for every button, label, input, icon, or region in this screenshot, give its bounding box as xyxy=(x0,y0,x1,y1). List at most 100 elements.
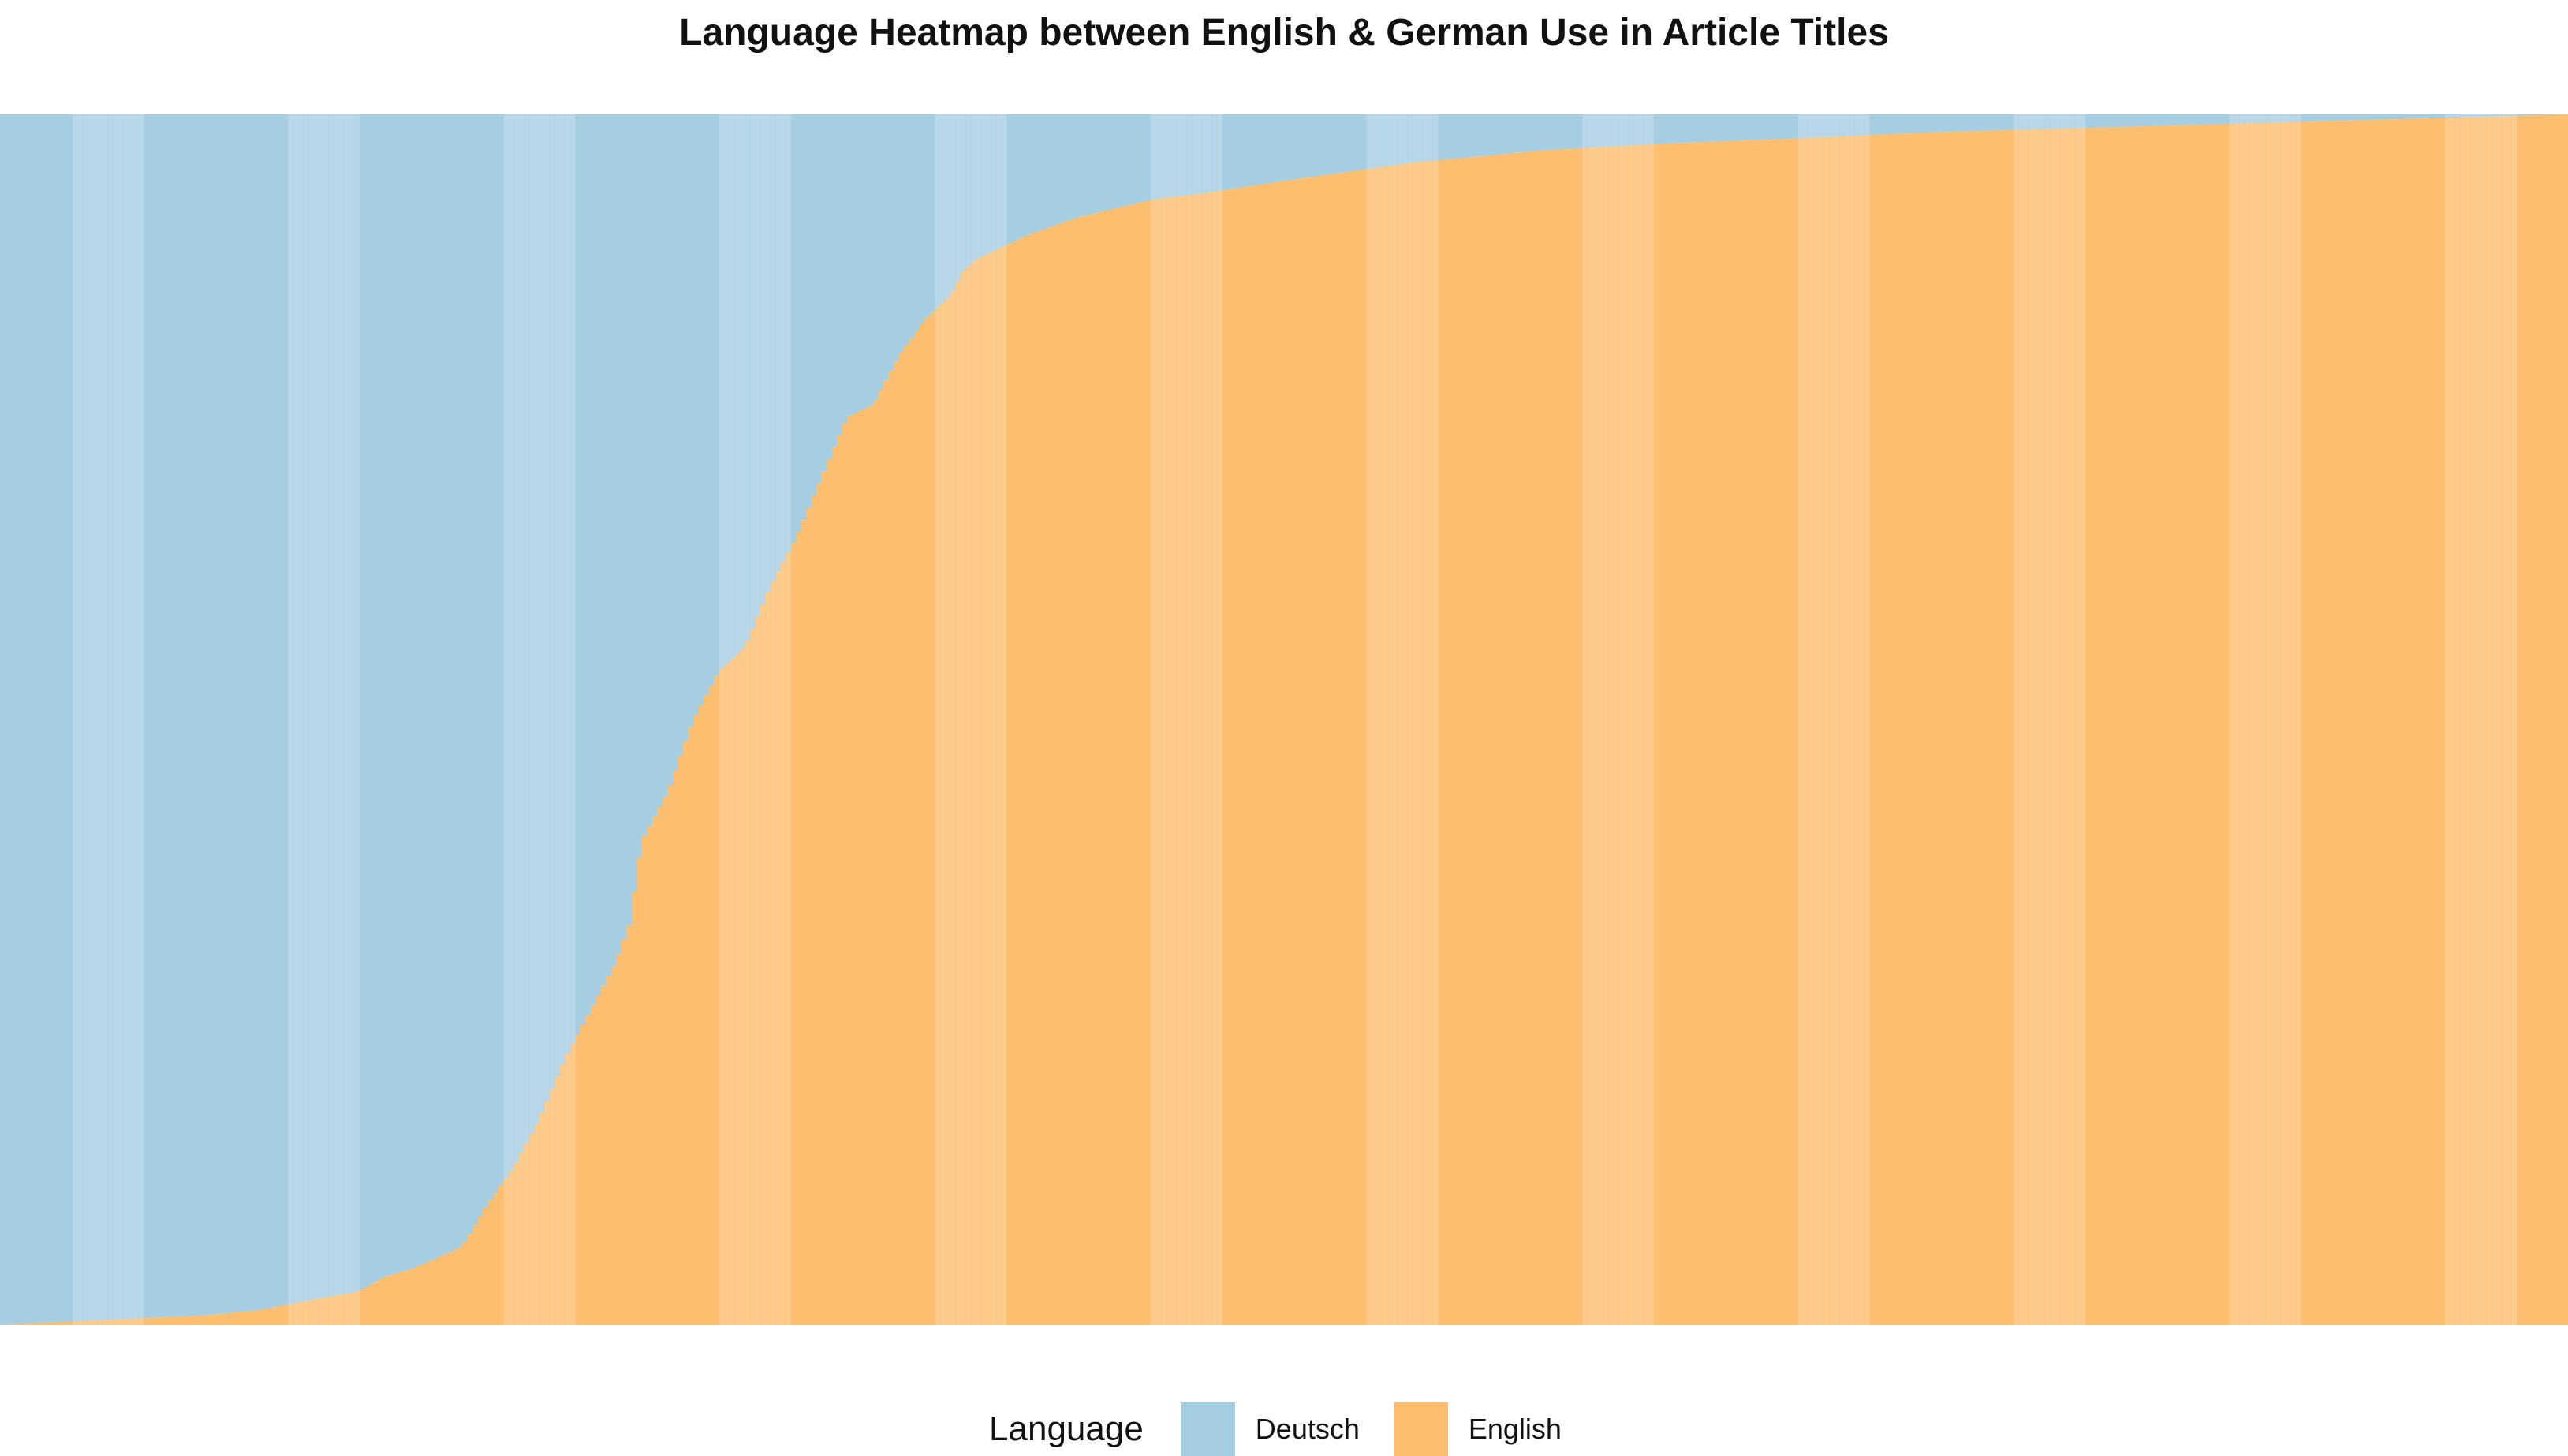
bar-deutsch xyxy=(467,114,473,1234)
bar-deutsch xyxy=(133,114,140,1319)
bar-deutsch xyxy=(1551,114,1557,151)
bar-deutsch xyxy=(2444,114,2450,118)
bar-english xyxy=(375,1281,381,1325)
bar-deutsch xyxy=(2470,114,2477,118)
bar-english xyxy=(1166,197,1172,1325)
bar-english xyxy=(2388,119,2394,1325)
bar-english xyxy=(1566,149,1573,1325)
bar-deutsch xyxy=(2203,114,2209,125)
bar-english xyxy=(446,1252,453,1325)
bar-deutsch xyxy=(683,114,689,742)
bar-deutsch xyxy=(1381,114,1387,167)
bar-deutsch xyxy=(2542,114,2548,115)
bar-deutsch xyxy=(369,114,375,1284)
bar-english xyxy=(195,1316,201,1325)
bar-english xyxy=(1191,194,1197,1325)
bar-deutsch xyxy=(1006,114,1013,245)
bar-english xyxy=(1879,134,1886,1325)
bar-english xyxy=(1017,239,1023,1325)
bar-english xyxy=(524,1143,530,1325)
bar-deutsch xyxy=(1900,114,1906,134)
bar-deutsch xyxy=(616,114,622,955)
bar-deutsch xyxy=(97,114,103,1321)
bar-english xyxy=(1335,173,1342,1325)
bar-deutsch xyxy=(174,114,181,1317)
bar-english xyxy=(174,1316,181,1325)
bar-english xyxy=(2157,125,2163,1325)
bar-deutsch xyxy=(2070,114,2076,129)
bar-english xyxy=(1510,153,1516,1325)
bar-deutsch xyxy=(1211,114,1218,192)
bar-english xyxy=(2249,123,2256,1325)
bar-english xyxy=(1859,135,1865,1325)
bar-deutsch xyxy=(1119,114,1125,207)
bar-deutsch xyxy=(775,114,782,573)
bar-english xyxy=(282,1305,289,1325)
bar-english xyxy=(1371,168,1377,1325)
bar-deutsch xyxy=(2172,114,2178,126)
bar-deutsch xyxy=(980,114,987,256)
bar-english xyxy=(1402,163,1408,1325)
bar-english xyxy=(246,1311,252,1325)
bar-deutsch xyxy=(1771,114,1778,140)
bar-english xyxy=(786,552,792,1325)
bar-english xyxy=(2326,121,2333,1325)
bar-english xyxy=(487,1200,494,1325)
bar-deutsch xyxy=(2403,114,2409,119)
bar-deutsch xyxy=(503,114,509,1179)
bar-deutsch xyxy=(1011,114,1017,242)
bar-deutsch xyxy=(92,114,99,1321)
bar-deutsch xyxy=(179,114,186,1317)
bar-english xyxy=(1536,151,1542,1325)
bar-english xyxy=(693,715,700,1325)
bar-deutsch xyxy=(955,114,961,282)
bar-english xyxy=(2188,125,2194,1325)
bar-english xyxy=(256,1309,263,1325)
bar-english xyxy=(1777,139,1783,1325)
bar-english xyxy=(1771,139,1778,1325)
bar-english xyxy=(2023,129,2029,1325)
bar-english xyxy=(400,1271,407,1325)
bar-english xyxy=(2090,128,2096,1325)
bar-english xyxy=(970,262,976,1325)
bar-english xyxy=(647,826,653,1325)
bar-english xyxy=(92,1320,99,1325)
bar-deutsch xyxy=(745,114,751,641)
bar-deutsch xyxy=(1473,114,1480,157)
bar-english xyxy=(1037,230,1043,1325)
bar-english xyxy=(2049,129,2055,1325)
bar-deutsch xyxy=(539,114,545,1114)
bar-english xyxy=(1299,178,1305,1325)
bar-english xyxy=(1546,150,1552,1325)
bar-deutsch xyxy=(1823,114,1829,138)
bar-english xyxy=(1982,130,1988,1325)
bar-english xyxy=(1088,214,1095,1325)
bar-deutsch xyxy=(2018,114,2025,130)
bar-english xyxy=(159,1317,165,1325)
bar-english xyxy=(667,785,674,1325)
bar-deutsch xyxy=(878,114,884,390)
bar-deutsch xyxy=(1438,114,1444,161)
bar-deutsch xyxy=(1618,114,1624,147)
bar-english xyxy=(113,1320,119,1325)
bar-deutsch xyxy=(1546,114,1552,151)
bar-english xyxy=(1577,148,1583,1325)
bar-english xyxy=(308,1300,314,1325)
bar-english xyxy=(2346,120,2353,1325)
bar-deutsch xyxy=(1278,114,1285,181)
bar-english xyxy=(2336,121,2343,1325)
bar-deutsch xyxy=(2223,114,2230,125)
bar-english xyxy=(2172,125,2178,1325)
bar-english xyxy=(2460,117,2466,1325)
bar-deutsch xyxy=(226,114,232,1313)
bar-deutsch xyxy=(2501,114,2507,117)
bar-english xyxy=(1894,133,1902,1325)
bar-english xyxy=(1140,202,1146,1325)
bar-deutsch xyxy=(600,114,607,987)
bar-english xyxy=(883,380,890,1325)
bar-english xyxy=(1319,175,1326,1325)
bar-deutsch xyxy=(939,114,946,304)
bar-english xyxy=(2311,121,2317,1325)
bar-english xyxy=(569,1043,576,1325)
bar-english xyxy=(272,1307,278,1325)
